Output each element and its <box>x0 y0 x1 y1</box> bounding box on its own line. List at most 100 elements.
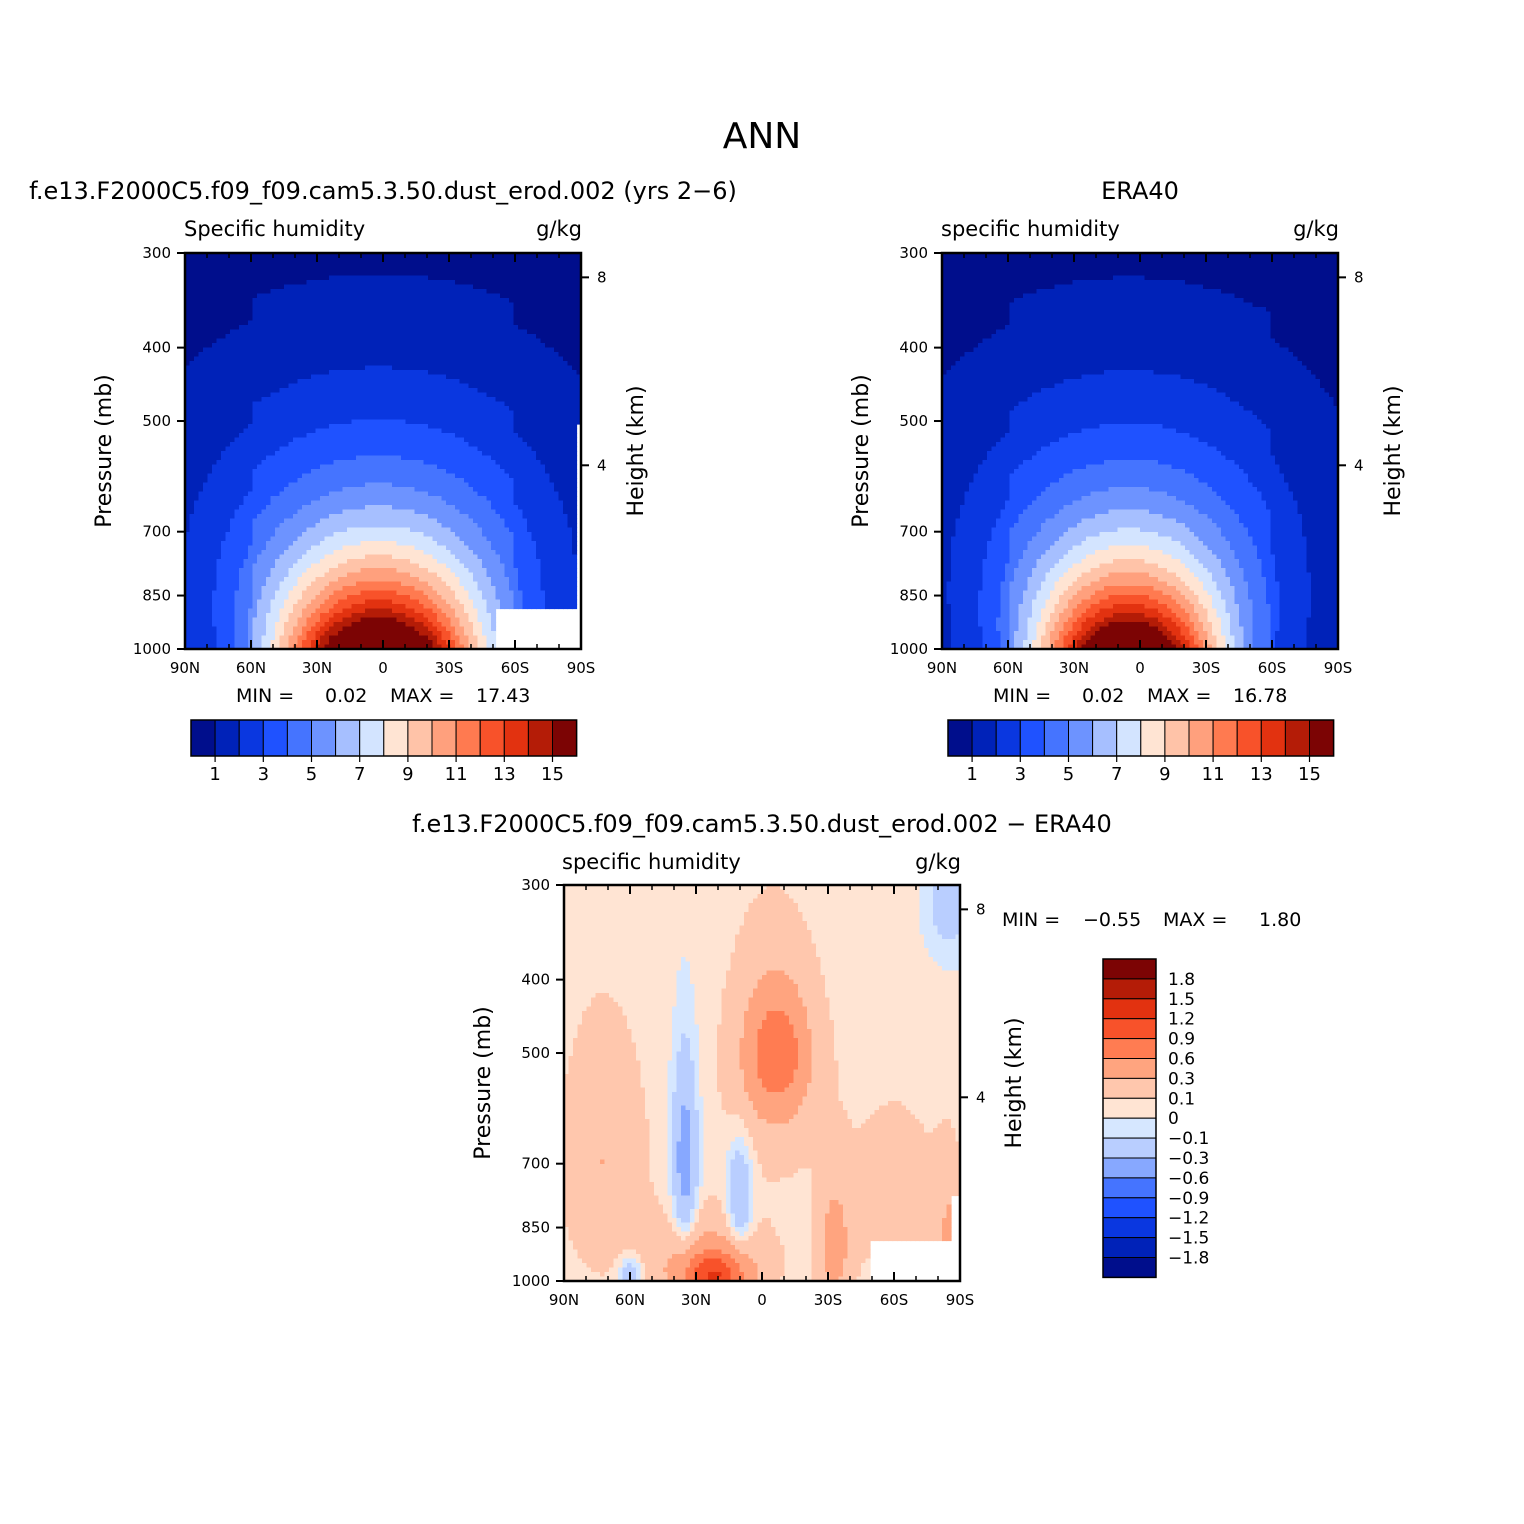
field-cell <box>383 469 389 475</box>
field-cell <box>230 437 236 443</box>
field-cell <box>347 365 353 371</box>
field-cell <box>342 257 348 263</box>
field-cell <box>455 383 461 389</box>
field-cell <box>423 496 429 502</box>
field-cell <box>437 388 443 394</box>
field-cell <box>239 352 245 358</box>
field-cell <box>230 505 236 511</box>
field-cell <box>549 487 555 493</box>
field-cell <box>360 365 366 371</box>
field-cell <box>531 424 537 430</box>
field-cell <box>509 284 515 290</box>
field-cell <box>243 419 249 425</box>
field-cell <box>401 298 407 304</box>
field-cell <box>315 334 321 340</box>
field-cell <box>270 442 276 448</box>
field-cell <box>549 253 555 259</box>
field-cell <box>288 419 294 425</box>
field-cell <box>329 491 335 497</box>
field-cell <box>482 392 488 398</box>
field-cell <box>284 419 290 425</box>
field-cell <box>347 338 353 344</box>
field-cell <box>572 347 578 353</box>
field-cell <box>374 469 380 475</box>
field-cell <box>306 428 312 434</box>
field-cell <box>189 415 195 421</box>
field-cell <box>410 289 416 295</box>
field-cell <box>315 383 321 389</box>
field-cell <box>428 424 434 430</box>
field-cell <box>216 455 222 461</box>
field-cell <box>554 343 560 349</box>
field-cell <box>473 356 479 362</box>
field-cell <box>473 401 479 407</box>
field-cell <box>266 410 272 416</box>
field-cell <box>567 491 573 497</box>
field-cell <box>234 253 240 259</box>
field-cell <box>347 487 353 493</box>
field-cell <box>473 329 479 335</box>
field-cell <box>554 478 560 484</box>
field-cell <box>347 284 353 290</box>
field-cell <box>450 383 456 389</box>
field-cell <box>234 433 240 439</box>
field-cell <box>189 343 195 349</box>
field-cell <box>405 280 411 286</box>
field-cell <box>311 496 317 502</box>
field-cell <box>509 343 515 349</box>
field-cell <box>207 500 213 506</box>
field-cell <box>446 365 452 371</box>
field-cell <box>329 343 335 349</box>
field-cell <box>423 257 429 263</box>
field-cell <box>212 491 218 497</box>
field-cell <box>536 469 542 475</box>
panel-model-title: f.e13.F2000C5.f09_f09.cam5.3.50.dust_ero… <box>29 177 737 205</box>
field-cell <box>554 298 560 304</box>
field-cell <box>248 469 254 475</box>
field-cell <box>198 410 204 416</box>
field-cell <box>527 433 533 439</box>
field-cell <box>207 356 213 362</box>
field-cell <box>482 361 488 367</box>
field-cell <box>527 505 533 511</box>
field-cell <box>342 253 348 259</box>
field-cell <box>270 365 276 371</box>
field-cell <box>221 347 227 353</box>
field-cell <box>275 401 281 407</box>
field-cell <box>333 410 339 416</box>
field-cell <box>356 329 362 335</box>
field-cell <box>347 275 353 281</box>
field-cell <box>549 370 555 376</box>
field-cell <box>207 266 213 272</box>
field-cell <box>491 329 497 335</box>
field-cell <box>293 419 299 425</box>
field-cell <box>428 266 434 272</box>
field-cell <box>567 289 573 295</box>
field-cell <box>252 469 258 475</box>
field-cell <box>275 446 281 452</box>
field-cell <box>432 424 438 430</box>
field-cell <box>396 370 402 376</box>
field-cell <box>257 415 263 421</box>
field-cell <box>243 388 249 394</box>
field-cell <box>500 271 506 277</box>
field-cell <box>212 460 218 466</box>
field-cell <box>401 338 407 344</box>
field-cell <box>401 410 407 416</box>
field-cell <box>351 370 357 376</box>
field-cell <box>248 491 254 497</box>
field-cell <box>243 347 249 353</box>
field-cell <box>302 325 308 331</box>
field-cell <box>279 464 285 470</box>
field-cell <box>198 415 204 421</box>
field-cell <box>468 415 474 421</box>
field-cell <box>540 374 546 380</box>
field-cell <box>392 451 398 457</box>
field-cell <box>414 460 420 466</box>
field-cell <box>527 487 533 493</box>
field-cell <box>333 311 339 317</box>
field-cell <box>396 356 402 362</box>
field-cell <box>558 446 564 452</box>
field-cell <box>396 437 402 443</box>
field-cell <box>185 325 191 331</box>
